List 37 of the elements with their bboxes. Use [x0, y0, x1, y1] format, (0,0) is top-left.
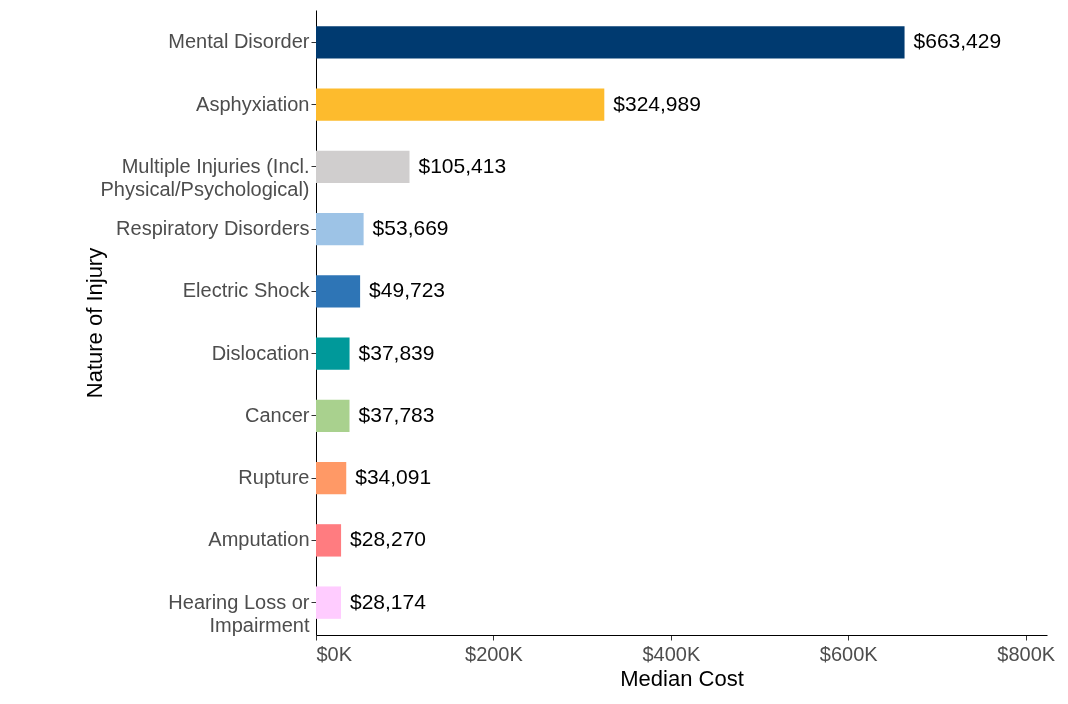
bar — [316, 524, 342, 557]
data-label: $105,413 — [418, 153, 507, 177]
y-tick-label: Dislocation — [211, 341, 310, 364]
data-label: $663,429 — [913, 29, 1002, 53]
bar — [316, 275, 361, 308]
y-tick-label: Electric Shock — [182, 279, 311, 302]
data-label: $28,270 — [350, 527, 426, 551]
y-tick-label: Multiple Injuries (Incl. Physical/Psychological) — [100, 154, 310, 200]
bar — [316, 399, 350, 433]
bar — [316, 337, 350, 370]
data-label: $28,174 — [349, 589, 427, 613]
x-tick-label: $400K — [642, 642, 701, 665]
x-tick-label: $600K — [819, 642, 879, 665]
data-label: $37,783 — [358, 402, 435, 426]
data-label: $49,723 — [369, 278, 446, 302]
y-axis-title: Nature of Injury — [81, 247, 107, 399]
bar — [316, 150, 410, 184]
y-tick-label: Hearing Loss or Impairment — [168, 590, 310, 636]
data-label: $324,989 — [613, 91, 701, 115]
x-tick-label: $0K — [316, 642, 353, 665]
bar — [316, 88, 605, 121]
bar — [316, 461, 347, 495]
x-tick-label: $800K — [997, 642, 1056, 665]
y-tick-label: Cancer — [245, 403, 310, 426]
bar — [316, 586, 341, 619]
data-label: $53,669 — [372, 216, 449, 240]
y-tick-label: Mental Disorder — [168, 30, 310, 53]
y-tick-label: Respiratory Disorders — [116, 217, 310, 240]
y-tick-label: Amputation — [208, 528, 310, 551]
y-tick-label: Asphyxiation — [196, 92, 310, 115]
x-axis-title: Median Cost — [620, 665, 744, 691]
y-tick-label: Rupture — [238, 466, 310, 489]
data-label: $34,091 — [355, 465, 432, 489]
bar — [316, 26, 905, 59]
bar — [316, 212, 364, 246]
x-tick-label: $200K — [465, 642, 524, 665]
data-label: $37,839 — [358, 340, 435, 364]
